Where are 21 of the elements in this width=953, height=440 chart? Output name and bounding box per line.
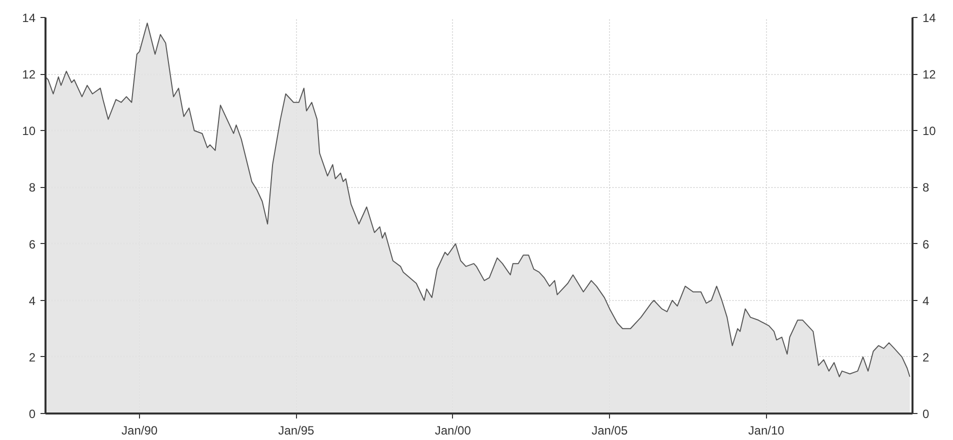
y-tick-label: 8 (28, 180, 36, 195)
y-tick-label: 2 (28, 350, 36, 364)
y-tick-label: 4 (28, 294, 36, 308)
y2-tick-label: 12 (922, 68, 936, 82)
y-tick-label: 14 (22, 11, 36, 25)
x-tick-label: Jan/10 (748, 424, 785, 438)
x-tick-label: Jan/00 (434, 424, 472, 438)
y2-tick-label: 8 (922, 180, 930, 195)
y2-tick-label: 6 (922, 237, 930, 252)
y2-tick-label: 4 (922, 294, 930, 308)
x-tick-label: Jan/95 (278, 424, 315, 438)
y-tick-label: 10 (22, 124, 36, 138)
y2-tick-label: 2 (922, 350, 930, 364)
y2-tick-label: 0 (922, 407, 930, 421)
y-tick-label: 12 (22, 68, 36, 82)
x-tick-label: Jan/05 (592, 424, 628, 438)
y-tick-label: 6 (28, 237, 36, 252)
y2-tick-label: 10 (922, 124, 936, 138)
y-tick-label: 0 (28, 407, 36, 421)
y2-tick-label: 14 (922, 11, 936, 25)
x-tick-label: Jan/90 (122, 424, 158, 438)
